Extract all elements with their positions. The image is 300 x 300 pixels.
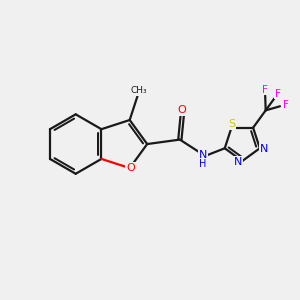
Text: N: N [234,157,242,166]
Text: CH₃: CH₃ [131,86,148,95]
Text: O: O [178,105,187,115]
Text: F: F [283,100,289,110]
Text: F: F [262,85,268,94]
Text: F: F [275,88,281,98]
Text: O: O [126,163,135,173]
Text: H: H [199,159,206,169]
Text: S: S [228,119,235,129]
Text: N: N [260,144,269,154]
Text: N: N [199,150,207,160]
